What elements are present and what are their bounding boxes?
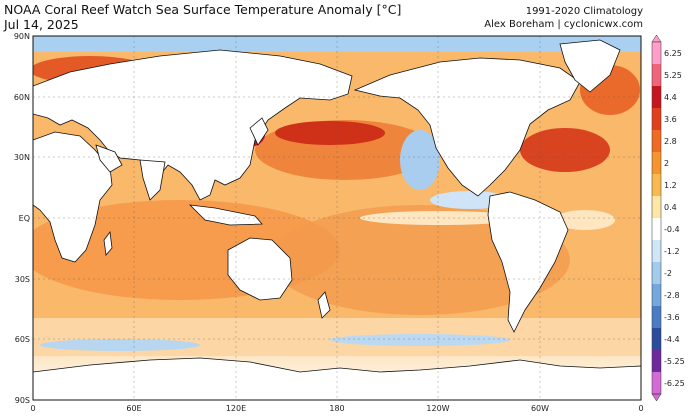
- colorbar-label: -6.25: [664, 379, 685, 388]
- colorbar-label: 4.4: [664, 93, 677, 102]
- colorbar-swatch: [652, 284, 661, 307]
- colorbar-swatch: [652, 196, 661, 219]
- lon-label: 0: [30, 404, 35, 413]
- antarctica: [33, 357, 641, 400]
- colorbar-label: -5.25: [664, 357, 685, 366]
- colorbar-swatch: [652, 218, 661, 241]
- new-zealand: [317, 291, 331, 319]
- north-pacific-hotspot: [275, 121, 385, 145]
- arctic-cool-band: [33, 36, 641, 52]
- lon-label: 0: [638, 404, 643, 413]
- north-atlantic-hotspot: [520, 128, 610, 172]
- california-cool: [400, 130, 440, 190]
- lat-label: 60S: [15, 335, 30, 344]
- greenland: [559, 39, 621, 93]
- map-title: NOAA Coral Reef Watch Sea Surface Temper…: [4, 2, 402, 17]
- climatology-label: 1991-2020 Climatology: [525, 6, 643, 17]
- colorbar-label: 5.25: [664, 71, 682, 80]
- colorbar-swatch: [652, 86, 661, 109]
- madagascar: [103, 230, 113, 256]
- colorbar-min-arrow: [651, 393, 662, 402]
- japan: [249, 117, 269, 146]
- southern-cool-2: [330, 334, 510, 346]
- colorbar-label: -0.4: [664, 225, 680, 234]
- colorbar-label: 2.8: [664, 137, 677, 146]
- colorbar-swatch: [652, 64, 661, 87]
- lon-label: 120E: [226, 404, 246, 413]
- colorbar-swatch: [652, 108, 661, 131]
- south-america: [487, 191, 569, 333]
- lon-label: 180: [329, 404, 344, 413]
- colorbar-swatch: [652, 350, 661, 373]
- colorbar-frame: [651, 41, 662, 395]
- lat-label: 90S: [15, 396, 30, 405]
- colorbar-label: -4.4: [664, 335, 680, 344]
- colorbar-swatch: [652, 174, 661, 197]
- indonesia: [188, 204, 263, 226]
- lon-label: 120W: [426, 404, 449, 413]
- colorbar-label: 0.4: [664, 203, 677, 212]
- colorbar-label: -2: [664, 269, 672, 278]
- lat-label: 30N: [14, 153, 30, 162]
- north-america: [353, 57, 581, 197]
- colorbar-label: 2: [664, 159, 669, 168]
- eurasia: [33, 49, 353, 201]
- map-date: Jul 14, 2025: [4, 17, 79, 32]
- colorbar-label: 1.2: [664, 181, 677, 190]
- arabia: [95, 144, 123, 173]
- colorbar-label: 3.6: [664, 115, 677, 124]
- colorbar-label: -2.8: [664, 291, 680, 300]
- colorbar-max-arrow: [651, 34, 662, 43]
- colorbar-label: -1.2: [664, 247, 680, 256]
- colorbar-swatch: [652, 262, 661, 285]
- lat-label: 60N: [14, 93, 30, 102]
- india: [139, 159, 166, 201]
- colorbar-label: -3.6: [664, 313, 680, 322]
- colorbar-swatch: [652, 306, 661, 329]
- credit-label: Alex Boreham | cyclonicwx.com: [484, 19, 643, 30]
- lat-axis-labels: 90N 60N 30N EQ 30S 60S 90S: [14, 32, 30, 405]
- colorbar-swatch: [652, 372, 661, 395]
- colorbar-swatch: [652, 42, 661, 65]
- colorbar-swatch: [652, 240, 661, 263]
- colorbar-swatch: [652, 130, 661, 153]
- africa: [33, 131, 113, 263]
- lon-axis-labels: 0 60E 120E 180 120W 60W 0: [30, 404, 643, 413]
- lon-label: 60E: [126, 404, 141, 413]
- australia: [227, 237, 293, 301]
- southern-cool-1: [40, 339, 200, 351]
- lat-label: EQ: [19, 214, 30, 223]
- land-masses: [33, 39, 641, 400]
- atlantic-neutral: [555, 210, 615, 230]
- lon-label: 60W: [531, 404, 549, 413]
- graticule: [33, 36, 641, 400]
- colorbar-swatch: [652, 328, 661, 351]
- lat-label: 90N: [14, 32, 30, 41]
- colorbar-label: 6.25: [664, 49, 682, 58]
- lat-label: 30S: [15, 275, 30, 284]
- colorbar: 6.25 5.25 4.4 3.6 2.8 2 1.2 0.4 -0.4 -1.2 -2 -2.8 -3…: [651, 34, 685, 402]
- colorbar-swatch: [652, 152, 661, 175]
